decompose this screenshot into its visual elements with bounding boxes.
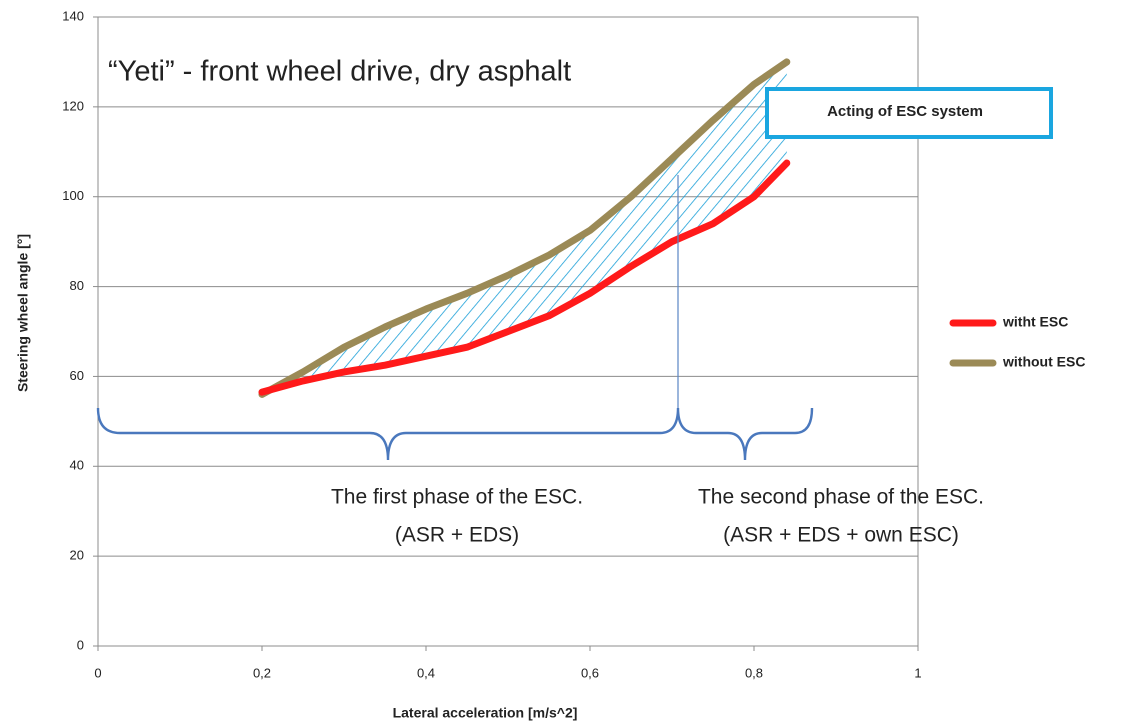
- legend-label: without ESC: [1002, 354, 1085, 370]
- y-tick-label: 140: [62, 8, 84, 23]
- series: [258, 58, 791, 398]
- annotation: The first phase of the ESC.: [331, 486, 583, 509]
- annotation: (ASR + EDS): [395, 524, 519, 547]
- x-tick-label: 0,8: [745, 665, 763, 680]
- x-tick-label: 0: [94, 665, 101, 680]
- phase-braces: [96, 407, 814, 461]
- x-tick-label: 0,4: [417, 665, 435, 680]
- chart-title: “Yeti” - front wheel drive, dry asphalt: [108, 56, 571, 88]
- y-axis-title: Steering wheel angle [°]: [15, 234, 31, 392]
- y-tick-label: 40: [70, 458, 84, 473]
- annotation: The second phase of the ESC.: [698, 486, 984, 509]
- x-tick-label: 0,6: [581, 665, 599, 680]
- legend-label: witht ESC: [1002, 314, 1068, 330]
- annotation-box: [765, 87, 1053, 139]
- x-tick-label: 0,2: [253, 665, 271, 680]
- y-tick-label: 100: [62, 188, 84, 203]
- y-tick-label: 60: [70, 368, 84, 383]
- annotation: (ASR + EDS + own ESC): [723, 524, 959, 547]
- series-line: [258, 58, 791, 398]
- y-tick-label: 20: [70, 548, 84, 563]
- y-tick-label: 0: [77, 637, 84, 652]
- plot-frame: [97, 16, 919, 647]
- x-axis-title: Lateral acceleration [m/s^2]: [393, 705, 578, 721]
- x-tick-label: 1: [914, 665, 921, 680]
- hatch-area: [262, 61, 787, 395]
- series-line: [258, 159, 791, 396]
- annotation: Acting of ESC system: [827, 103, 983, 120]
- y-tick-label: 120: [62, 98, 84, 113]
- y-tick-label: 80: [70, 278, 84, 293]
